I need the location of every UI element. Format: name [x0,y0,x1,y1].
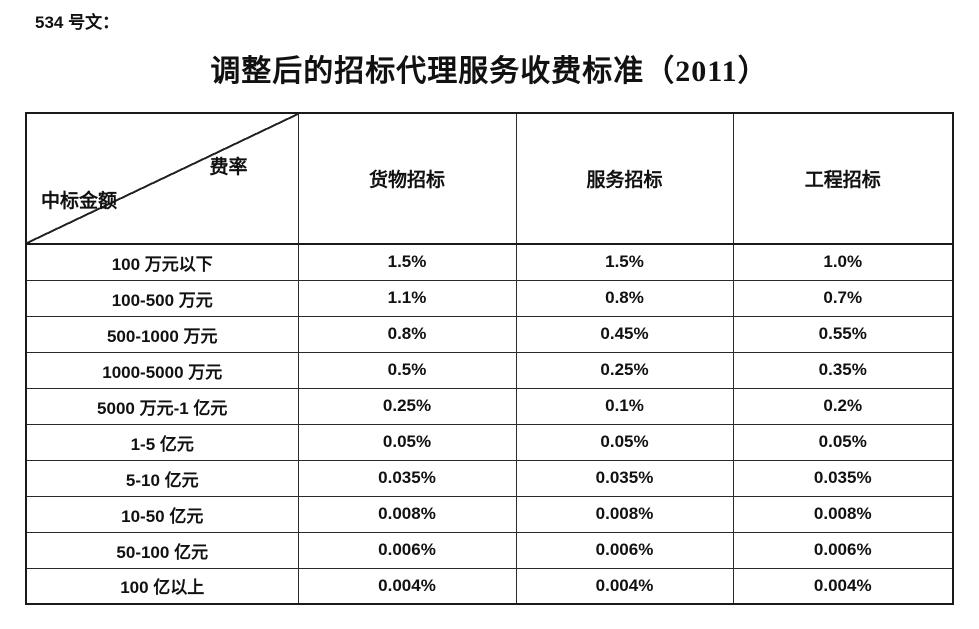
rate-cell: 0.05% [297,423,517,461]
table-row: 100 万元以下 1.5% 1.5% 1.0% [25,243,954,281]
rate-cell: 1.1% [297,279,517,317]
amount-cell: 100-500 万元 [25,279,299,317]
amount-cell: 500-1000 万元 [25,315,299,353]
table-row: 1-5 亿元 0.05% 0.05% 0.05% [25,423,954,461]
rate-cell: 0.8% [297,315,517,353]
column-header-goods: 货物招标 [297,112,517,245]
amount-cell: 50-100 亿元 [25,531,299,569]
table-row: 10-50 亿元 0.008% 0.008% 0.008% [25,495,954,533]
rate-cell: 0.006% [515,531,734,569]
doc-ref: 534 号文： [35,13,120,32]
amount-cell: 10-50 亿元 [25,495,299,533]
rate-cell: 0.05% [515,423,734,461]
fee-table: 费率 中标金额 货物招标 服务招标 工程招标 100 万元以下 1.5% 1.5% 1… [25,112,954,605]
table-row: 500-1000 万元 0.8% 0.45% 0.55% [25,315,954,353]
amount-cell: 5-10 亿元 [25,459,299,497]
rate-cell: 0.25% [515,351,734,389]
rate-cell: 0.8% [515,279,734,317]
rate-cell: 0.7% [732,279,954,317]
amount-cell: 1000-5000 万元 [25,351,299,389]
table-row: 5000 万元-1 亿元 0.25% 0.1% 0.2% [25,387,954,425]
column-header-engineering: 工程招标 [732,112,954,245]
table-row: 50-100 亿元 0.006% 0.006% 0.006% [25,531,954,569]
header-row: 费率 中标金额 货物招标 服务招标 工程招标 [25,112,954,245]
rate-cell: 1.5% [515,243,734,281]
rate-cell: 0.55% [732,315,954,353]
rate-cell: 0.008% [297,495,517,533]
table-row: 100 亿以上 0.004% 0.004% 0.004% [25,567,954,605]
diagonal-header-cell: 费率 中标金额 [25,112,299,245]
rate-cell: 0.45% [515,315,734,353]
header-rate-label: 费率 [209,157,248,178]
page-title: 调整后的招标代理服务收费标准（2011） [210,55,769,88]
rate-cell: 1.5% [297,243,517,281]
rate-cell: 0.004% [732,567,954,605]
rate-cell: 1.0% [732,243,954,281]
rate-cell: 0.004% [515,567,734,605]
rate-cell: 0.1% [515,387,734,425]
rate-cell: 0.006% [297,531,517,569]
rate-cell: 0.2% [732,387,954,425]
amount-cell: 5000 万元-1 亿元 [25,387,299,425]
amount-cell: 100 万元以下 [25,243,299,281]
table-row: 5-10 亿元 0.035% 0.035% 0.035% [25,459,954,497]
rate-cell: 0.035% [297,459,517,497]
rate-cell: 0.035% [732,459,954,497]
rate-cell: 0.008% [515,495,734,533]
rate-cell: 0.035% [515,459,734,497]
amount-cell: 1-5 亿元 [25,423,299,461]
rate-cell: 0.004% [297,567,517,605]
rate-cell: 0.008% [732,495,954,533]
amount-cell: 100 亿以上 [25,567,299,605]
column-header-services: 服务招标 [515,112,734,245]
rate-cell: 0.05% [732,423,954,461]
header-amount-label: 中标金额 [41,191,118,212]
rate-cell: 0.006% [732,531,954,569]
rate-cell: 0.5% [297,351,517,389]
table-row: 100-500 万元 1.1% 0.8% 0.7% [25,279,954,317]
table-row: 1000-5000 万元 0.5% 0.25% 0.35% [25,351,954,389]
rate-cell: 0.35% [732,351,954,389]
rate-cell: 0.25% [297,387,517,425]
